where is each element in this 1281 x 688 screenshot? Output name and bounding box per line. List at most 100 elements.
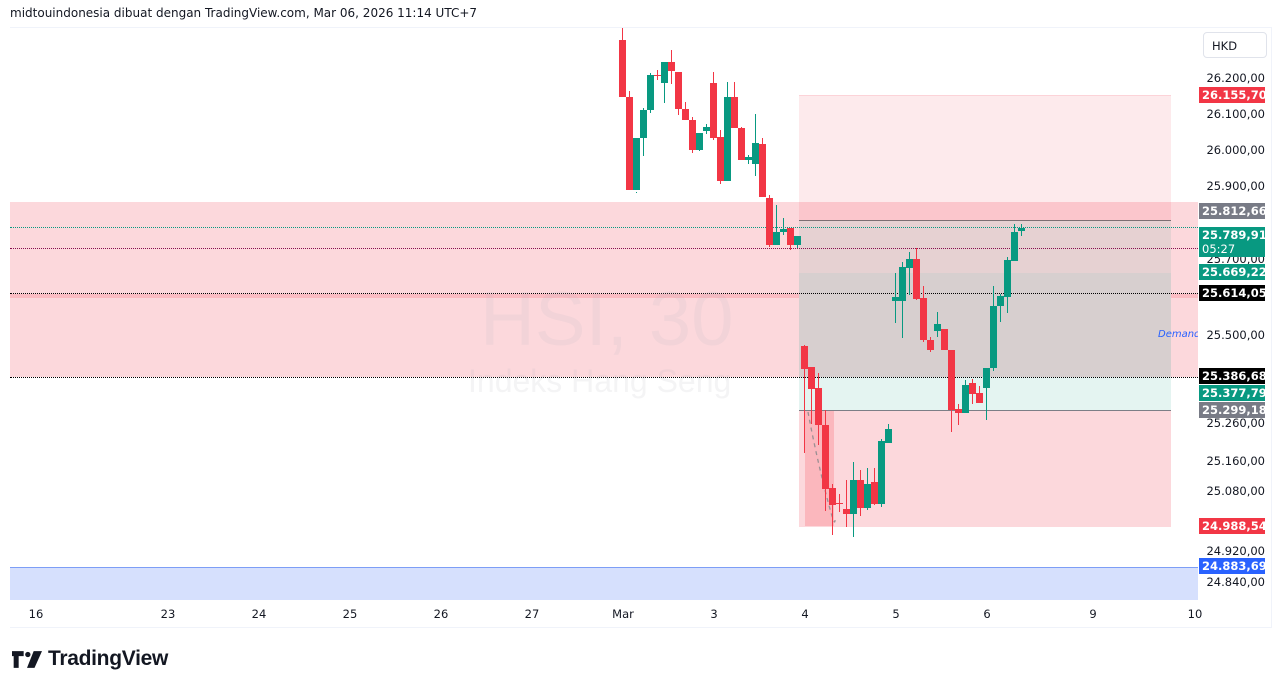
- last-price-line: [10, 227, 1198, 228]
- price-tick-label: 25.080,00: [1206, 484, 1265, 498]
- candle-body: [661, 62, 668, 83]
- candle-wick: [685, 102, 686, 115]
- candle-down: [717, 130, 724, 184]
- price-axis[interactable]: 26.200,00 26.100,00 26.000,00 25.900,00 25.7…: [1198, 28, 1271, 600]
- price-tag-value: 25.377,79: [1202, 386, 1267, 400]
- price-tag-value: 25.299,18: [1202, 403, 1267, 417]
- level-25386-line[interactable]: [10, 377, 1198, 378]
- time-tick-label: 26: [433, 607, 449, 621]
- description-watermark: Indeks Hang Seng: [468, 363, 732, 399]
- target-zone: [799, 95, 1171, 220]
- level-25614-line[interactable]: [10, 293, 1198, 294]
- price-tag-value: 25.812,66: [1202, 204, 1267, 218]
- candle-wick: [783, 218, 784, 235]
- price-tick-label: 26.100,00: [1206, 107, 1265, 121]
- candle-down: [941, 329, 948, 350]
- time-axis[interactable]: 16 23 24 25 26 27 Mar 3 4 5 6 9 10: [10, 600, 1202, 627]
- candle-body: [983, 368, 990, 388]
- candle-up: [745, 155, 752, 164]
- candle-down: [969, 379, 976, 404]
- price-tag: 25.386,68: [1199, 368, 1267, 384]
- tradingview-logo-text: TradingView: [48, 647, 169, 670]
- candle-body: [815, 388, 822, 425]
- candle-body: [857, 480, 864, 508]
- candle-body: [647, 75, 654, 110]
- candle-body: [1011, 232, 1018, 261]
- candle-down: [871, 468, 878, 505]
- candle-up: [696, 133, 703, 151]
- candle-body: [752, 143, 759, 164]
- candle-up: [773, 205, 780, 245]
- chart-plot-area[interactable]: HSI, 30 Indeks Hang Seng: [10, 28, 1198, 600]
- candle-down: [822, 410, 829, 511]
- price-tag-value: 24.883,69: [1202, 559, 1267, 573]
- candle-body: [962, 385, 969, 413]
- candle-body: [934, 324, 941, 331]
- candle-down: [766, 195, 773, 247]
- candle-down: [927, 337, 934, 352]
- price-tick-label: 25.160,00: [1206, 454, 1265, 468]
- candle-body: [955, 409, 962, 413]
- price-tag: 25.299,18: [1199, 402, 1267, 418]
- candle-body: [745, 157, 752, 160]
- candle-up: [962, 380, 969, 413]
- time-tick-label: 25: [342, 607, 358, 621]
- tradingview-logo[interactable]: TradingView: [12, 647, 168, 671]
- price-tag-value: 24.988,54: [1202, 519, 1267, 533]
- candle-down: [654, 70, 661, 80]
- target-zone-overlap: [799, 202, 1171, 220]
- candle-body: [906, 259, 913, 268]
- price-tag-value: 25.614,05: [1202, 286, 1267, 300]
- candle-down: [948, 350, 955, 432]
- candle-up: [864, 468, 871, 510]
- candle-up: [983, 368, 990, 420]
- candle-up: [703, 124, 710, 134]
- price-tag: 25.614,05: [1199, 285, 1267, 301]
- candle-body: [808, 367, 815, 389]
- candle-up: [1004, 257, 1011, 313]
- candle-up: [906, 252, 913, 295]
- candle-body: [696, 133, 703, 150]
- candle-down: [731, 82, 738, 128]
- candle-body: [927, 340, 934, 350]
- candle-wick: [958, 404, 959, 425]
- currency-selector[interactable]: HKD: [1203, 32, 1267, 58]
- price-tag-value: 26.155,70: [1202, 88, 1267, 102]
- candle-body: [654, 75, 661, 76]
- candle-body: [724, 97, 731, 181]
- candle-body: [766, 198, 773, 245]
- candle-body: [885, 429, 892, 443]
- time-tick-label: 5: [892, 607, 900, 621]
- tradingview-logo-icon: [12, 650, 42, 668]
- demand-zone: [799, 273, 1171, 377]
- price-tag: 24.988,54: [1199, 518, 1267, 534]
- candle-body: [717, 137, 724, 181]
- candle-wick: [1000, 294, 1001, 322]
- price-tag: 25.812,66: [1199, 203, 1267, 219]
- candle-down: [976, 386, 983, 403]
- candle-body: [633, 138, 640, 190]
- time-tick-label: 4: [801, 607, 809, 621]
- time-tick-label: 27: [524, 607, 540, 621]
- price-tick-label: 25.900,00: [1206, 179, 1265, 193]
- candle-wick: [986, 368, 987, 420]
- level-25700-line: [10, 248, 1198, 249]
- price-tick-label: 24.920,00: [1206, 544, 1265, 558]
- candle-up: [1018, 224, 1025, 236]
- candle-down: [843, 480, 850, 527]
- candle-body: [822, 425, 829, 489]
- candle-body: [997, 296, 1004, 306]
- candle-wick: [811, 367, 812, 424]
- candle-body: [710, 83, 717, 138]
- candle-wick: [804, 345, 805, 453]
- candle-up: [794, 236, 801, 248]
- candle-wick: [909, 252, 910, 295]
- demand-bottom-line[interactable]: [799, 410, 1171, 411]
- candle-body: [794, 236, 801, 245]
- price-tag: 25.789,91 05:27: [1199, 227, 1267, 257]
- candle-body: [829, 488, 836, 505]
- resistance-line[interactable]: [799, 220, 1171, 221]
- price-tick-label: 26.200,00: [1206, 71, 1265, 85]
- chart-caption: midtouindonesia dibuat dengan TradingVie…: [10, 6, 478, 20]
- candle-up: [892, 273, 899, 323]
